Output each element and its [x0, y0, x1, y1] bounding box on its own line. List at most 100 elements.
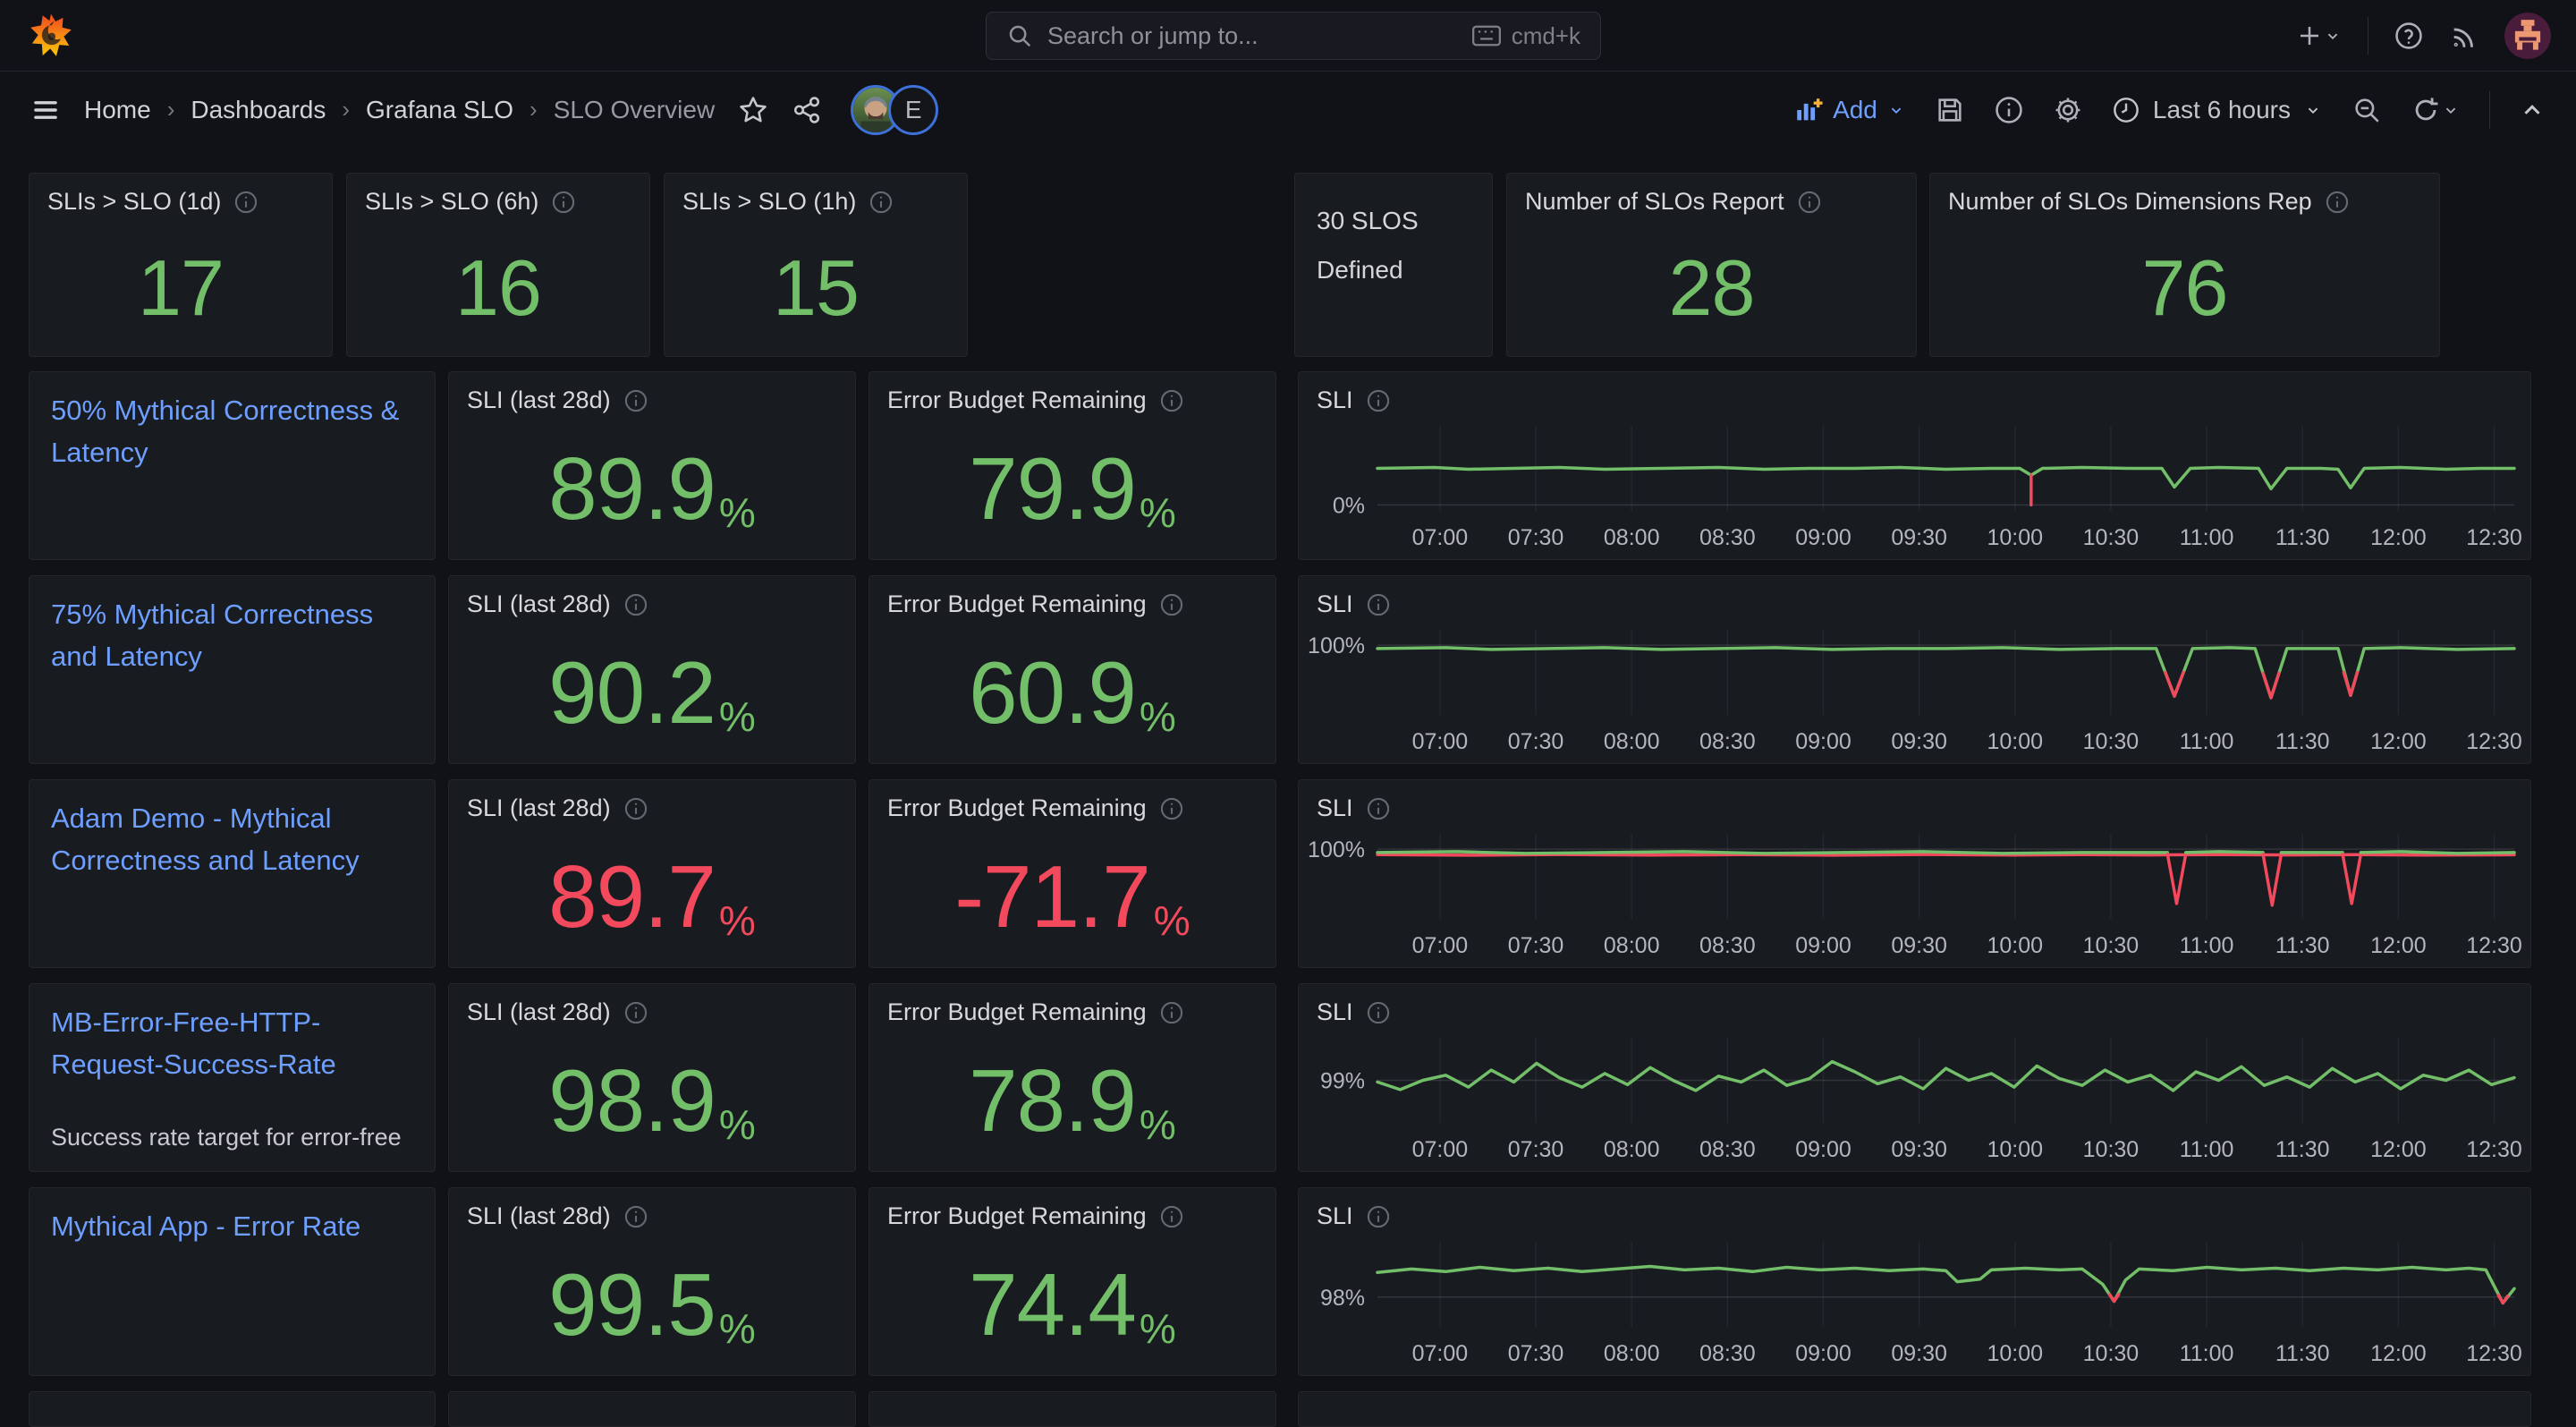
search-input[interactable]: Search or jump to... cmd+k [986, 12, 1601, 60]
breadcrumb-home[interactable]: Home [84, 95, 151, 123]
info-icon[interactable] [1159, 592, 1184, 617]
time-range-picker[interactable]: Last 6 hours [2112, 96, 2323, 124]
breadcrumb: Home › Dashboards › Grafana SLO › SLO Ov… [84, 96, 715, 124]
gear-icon [2055, 98, 2080, 122]
chevron-up-icon [2524, 104, 2540, 115]
chevron-down-icon [2327, 33, 2338, 40]
refresh-button[interactable] [2411, 95, 2461, 125]
text-panel-slos-defined[interactable]: 30 SLOS Defined [1294, 173, 1493, 357]
slo-link[interactable]: MB-Error-Free-HTTP-Request-Success-Rate [51, 1007, 336, 1080]
info-icon[interactable] [551, 190, 576, 215]
dashboard-insights-button[interactable] [1994, 95, 2024, 125]
slo-link[interactable]: 75% Mythical Correctness and Latency [51, 599, 374, 672]
share-button[interactable] [792, 95, 822, 125]
sli-timeseries-chart[interactable]: 07:00 07:30 08:00 08:30 09:00 09:30 10:00 10:30… [1299, 417, 2530, 559]
dashboard-settings-button[interactable] [2053, 95, 2083, 125]
sli-timeseries-chart[interactable]: 07:00 07:30 08:00 08:30 09:00 09:30 10:00 10:30… [1299, 621, 2530, 763]
info-icon[interactable] [233, 190, 258, 215]
stat-value: 16 [455, 243, 542, 332]
sli-stat-panel[interactable]: SLI (last 28d) 89.7% [448, 779, 856, 968]
info-icon[interactable] [1159, 796, 1184, 821]
search-icon [1009, 25, 1031, 47]
stat-panel-slis-slo-1h[interactable]: SLIs > SLO (1h) 15 [664, 173, 968, 357]
info-icon[interactable] [1159, 388, 1184, 413]
slo-link[interactable]: Mythical App - Error Rate [51, 1210, 361, 1242]
panel-title: SLI (last 28d) [467, 794, 611, 821]
sli-chart-panel[interactable]: SLI 07:00 07:30 08:00 08:30 09:00 09:30 10:00 1… [1298, 983, 2531, 1172]
info-icon[interactable] [1366, 388, 1391, 413]
sli-timeseries-chart[interactable]: 07:00 07:30 08:00 08:30 09:00 09:30 10:00 10:30… [1299, 825, 2530, 967]
help-button[interactable] [2394, 21, 2424, 51]
svg-text:0%: 0% [1333, 493, 1365, 518]
stat-panel-slis-slo-1d[interactable]: SLIs > SLO (1d) 17 [29, 173, 333, 357]
sli-stat-panel[interactable]: SLI (last 28d) 89.9% [448, 371, 856, 560]
svg-text:10:00: 10:00 [1987, 1341, 2043, 1366]
error-budget-panel[interactable]: Error Budget Remaining 78.9% [869, 983, 1276, 1172]
svg-text:10:30: 10:30 [2083, 933, 2140, 958]
info-icon[interactable] [623, 1000, 648, 1025]
info-icon[interactable] [1366, 592, 1391, 617]
slo-link[interactable]: 50% Mythical Correctness & Latency [51, 395, 400, 468]
error-budget-panel[interactable]: Error Budget Remaining 60.9% [869, 575, 1276, 764]
info-icon[interactable] [1159, 1204, 1184, 1229]
collapse-toolbar-button[interactable] [2519, 97, 2546, 123]
info-icon[interactable] [1366, 1000, 1391, 1025]
zoom-out-button[interactable] [2351, 95, 2382, 125]
percent-suffix: % [718, 488, 756, 536]
stat-panel-slos-report[interactable]: Number of SLOs Report 28 [1506, 173, 1917, 357]
svg-text:11:30: 11:30 [2275, 1137, 2330, 1162]
info-icon[interactable] [623, 388, 648, 413]
keyboard-icon [1471, 25, 1501, 47]
mega-menu-button[interactable] [30, 95, 61, 125]
add-panel-button[interactable]: Add [1793, 95, 1906, 125]
info-icon[interactable] [1159, 1000, 1184, 1025]
save-dashboard-button[interactable] [1935, 95, 1965, 125]
search-placeholder: Search or jump to... [1047, 21, 1258, 49]
sli-chart-panel[interactable]: SLI 07:00 07:30 08:00 08:30 09:00 09:30 10:00 1… [1298, 779, 2531, 968]
stat-panel-slos-dimensions[interactable]: Number of SLOs Dimensions Rep 76 [1929, 173, 2440, 357]
info-icon[interactable] [1797, 190, 1822, 215]
info-icon[interactable] [1366, 796, 1391, 821]
stat-panel-slis-slo-6h[interactable]: SLIs > SLO (6h) 16 [346, 173, 650, 357]
svg-text:08:00: 08:00 [1604, 1137, 1660, 1162]
sli-timeseries-chart[interactable]: 07:00 07:30 08:00 08:30 09:00 09:30 10:00 10:30… [1299, 1233, 2530, 1375]
svg-text:11:30: 11:30 [2275, 933, 2330, 958]
svg-text:07:00: 07:00 [1412, 729, 1469, 754]
partial-panel [29, 1391, 436, 1427]
error-budget-panel[interactable]: Error Budget Remaining 74.4% [869, 1187, 1276, 1376]
news-feed-button[interactable] [2449, 21, 2479, 51]
sli-stat-panel[interactable]: SLI (last 28d) 99.5% [448, 1187, 856, 1376]
grafana-logo-icon[interactable] [27, 12, 75, 60]
user-avatar[interactable] [2504, 13, 2551, 59]
favorite-star-button[interactable] [738, 95, 768, 125]
info-icon[interactable] [869, 190, 894, 215]
info-icon[interactable] [2325, 190, 2350, 215]
slo-link[interactable]: Adam Demo - Mythical Correctness and Lat… [51, 803, 360, 876]
save-icon [1938, 98, 1962, 122]
info-icon[interactable] [1366, 1204, 1391, 1229]
svg-text:11:00: 11:00 [2180, 729, 2234, 754]
breadcrumb-dashboards[interactable]: Dashboards [191, 95, 326, 123]
svg-text:10:30: 10:30 [2083, 1137, 2140, 1162]
sli-value: 99.5 [548, 1255, 716, 1354]
panel-title: Number of SLOs Dimensions Rep [1948, 188, 2312, 215]
divider [2489, 90, 2490, 129]
svg-text:07:00: 07:00 [1412, 525, 1469, 550]
error-budget-panel[interactable]: Error Budget Remaining 79.9% [869, 371, 1276, 560]
sli-chart-panel[interactable]: SLI 07:00 07:30 08:00 08:30 09:00 09:30 10:00 1… [1298, 371, 2531, 560]
info-icon[interactable] [623, 796, 648, 821]
sli-timeseries-chart[interactable]: 07:00 07:30 08:00 08:30 09:00 09:30 10:00 10:30… [1299, 1029, 2530, 1171]
sli-stat-panel[interactable]: SLI (last 28d) 90.2% [448, 575, 856, 764]
new-button[interactable] [2296, 22, 2343, 49]
panel-title: Number of SLOs Report [1525, 188, 1784, 215]
panel-title: SLIs > SLO (1d) [47, 188, 222, 215]
svg-text:09:00: 09:00 [1795, 933, 1852, 958]
viewer-avatar-letter[interactable]: E [888, 84, 939, 135]
sli-chart-panel[interactable]: SLI 07:00 07:30 08:00 08:30 09:00 09:30 10:00 1… [1298, 1187, 2531, 1376]
breadcrumb-folder[interactable]: Grafana SLO [366, 95, 514, 123]
info-icon[interactable] [623, 592, 648, 617]
error-budget-panel[interactable]: Error Budget Remaining -71.7% [869, 779, 1276, 968]
sli-stat-panel[interactable]: SLI (last 28d) 98.9% [448, 983, 856, 1172]
info-icon[interactable] [623, 1204, 648, 1229]
sli-chart-panel[interactable]: SLI 07:00 07:30 08:00 08:30 09:00 09:30 10:00 1… [1298, 575, 2531, 764]
